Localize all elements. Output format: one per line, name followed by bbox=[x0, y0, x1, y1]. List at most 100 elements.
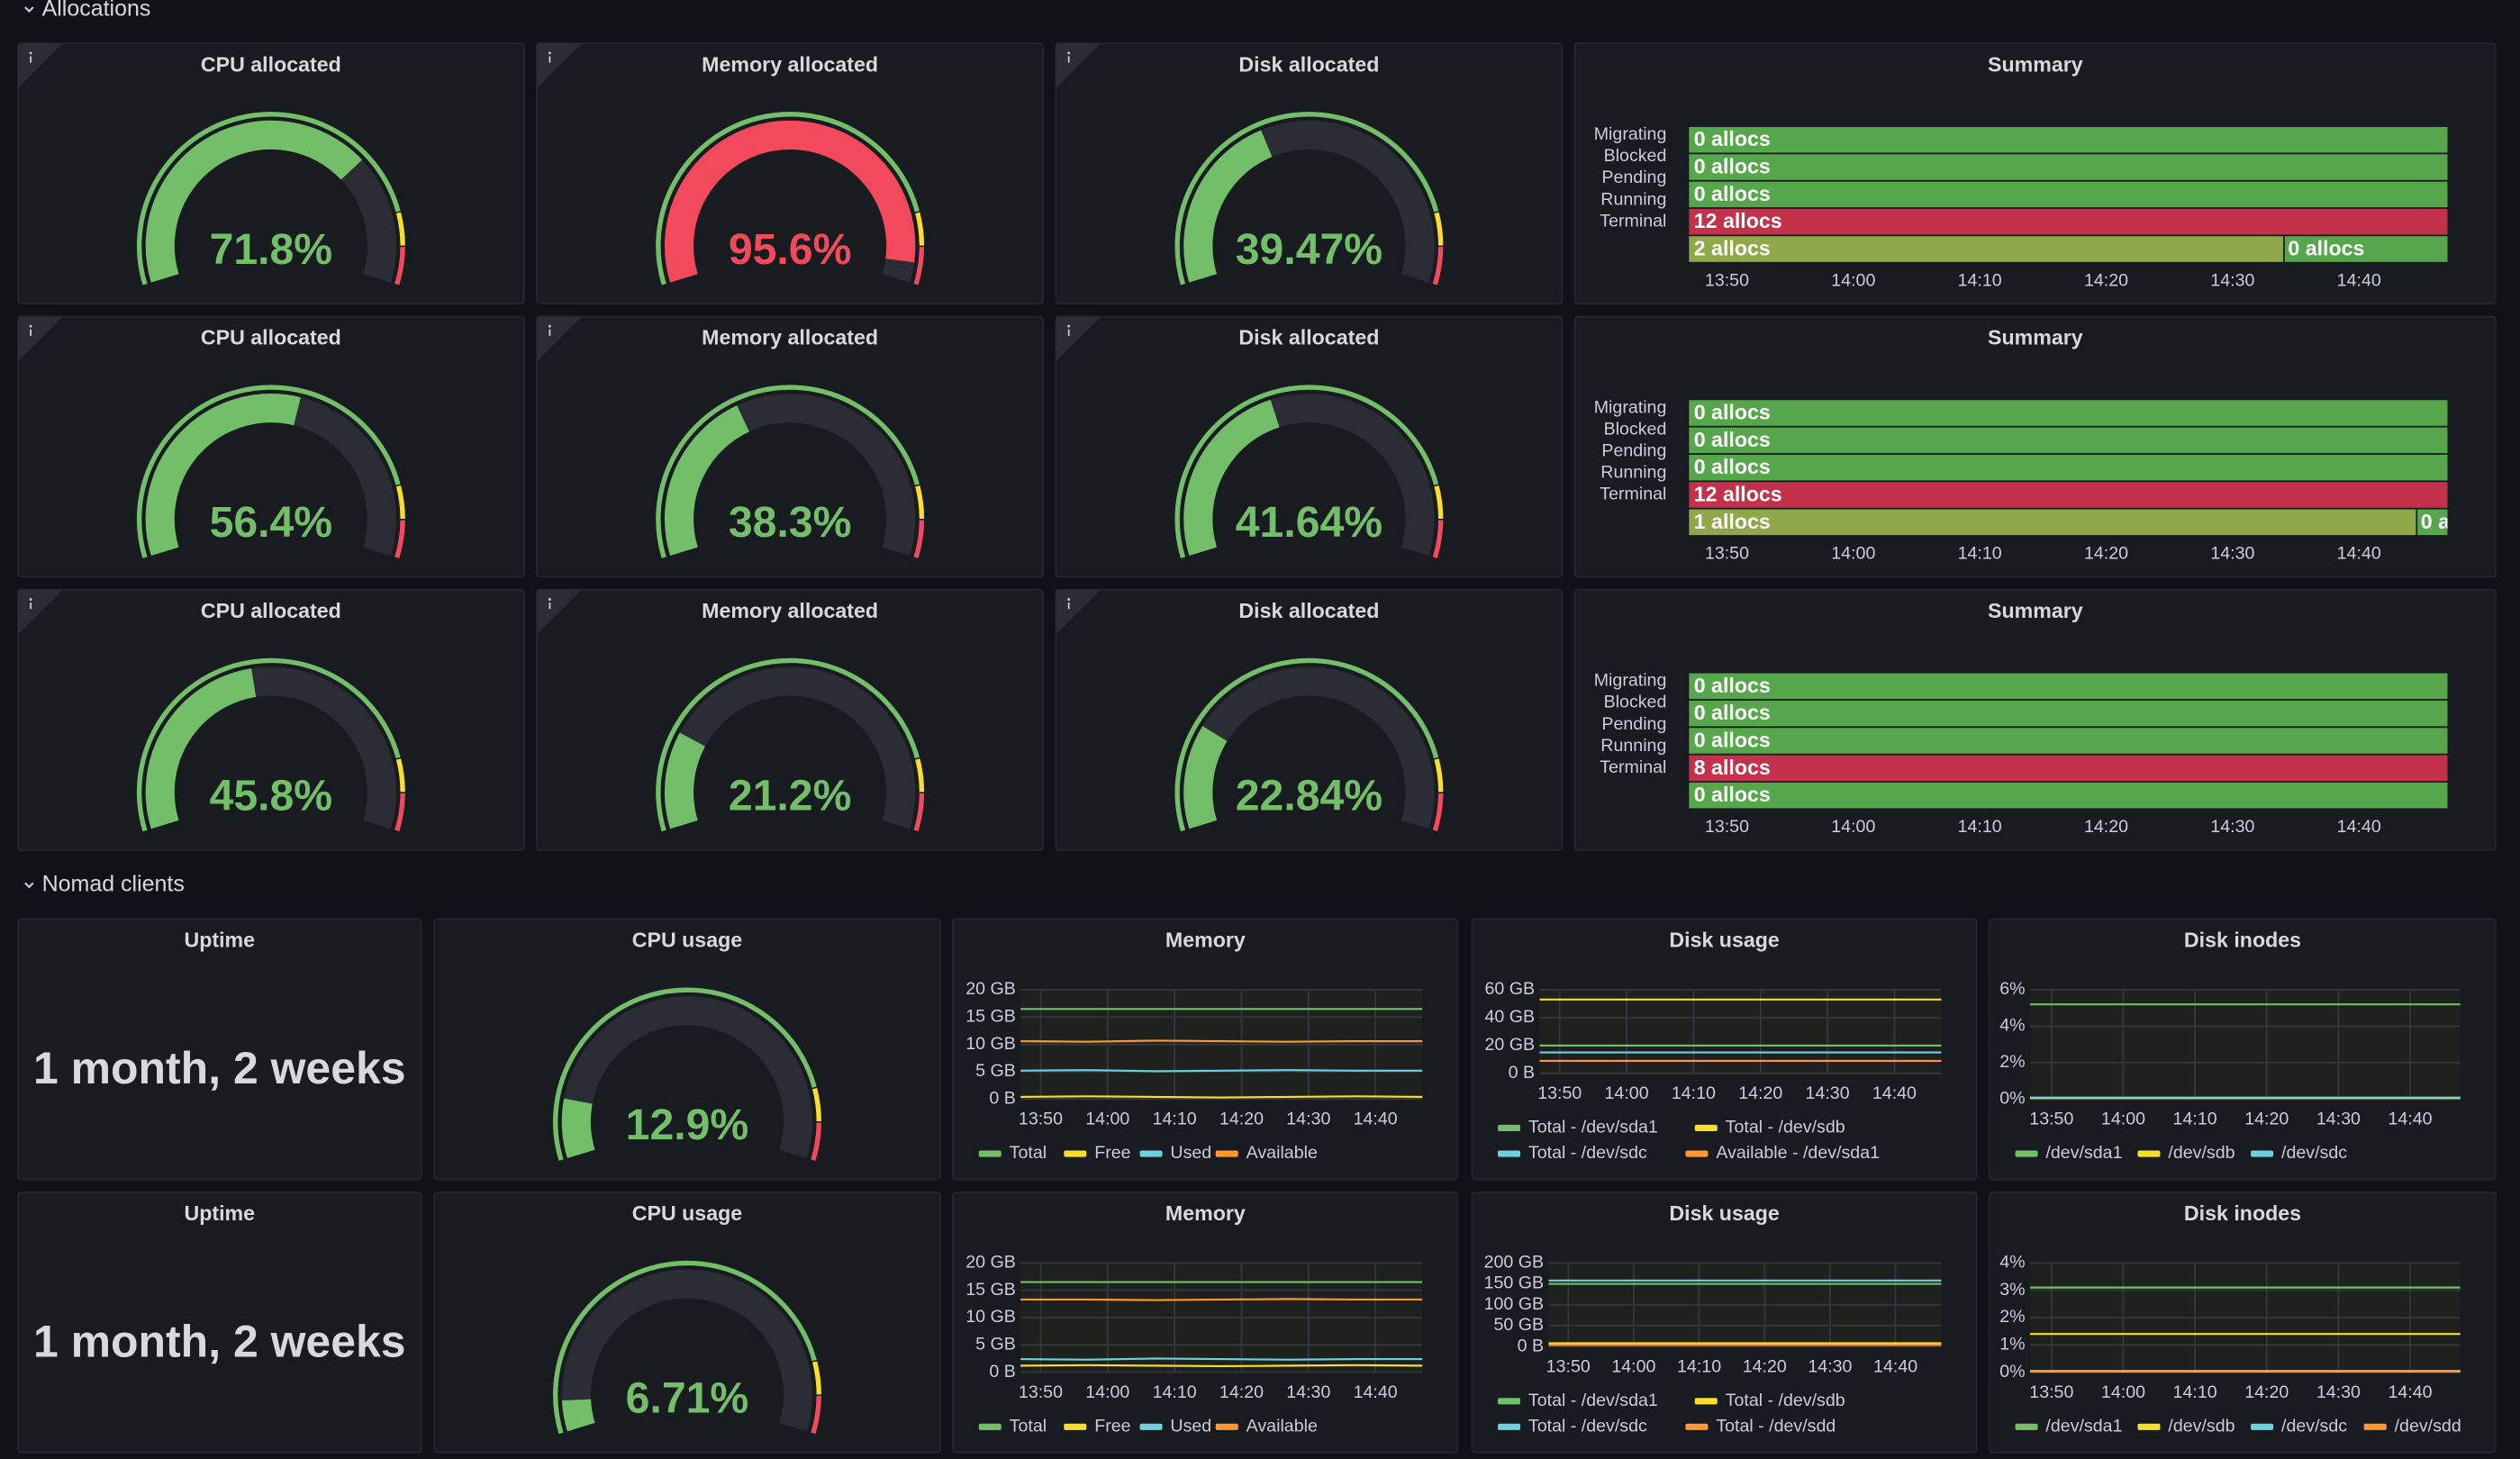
x-tick-label: 14:30 bbox=[1808, 1356, 1852, 1376]
legend-label: /dev/sdc bbox=[2281, 1143, 2347, 1163]
state-segment bbox=[2417, 509, 2448, 536]
x-tick-label: 13:50 bbox=[1546, 1356, 1591, 1376]
gauge-value-arc bbox=[145, 668, 257, 829]
info-icon-dot bbox=[1067, 324, 1071, 328]
legend-label: Available - /dev/sda1 bbox=[1716, 1143, 1880, 1163]
gauge-value: 45.8% bbox=[210, 771, 333, 820]
threshold-band bbox=[136, 385, 401, 558]
legend-swatch bbox=[978, 1150, 1002, 1157]
info-corner bbox=[17, 43, 63, 89]
info-icon-dot bbox=[548, 51, 551, 55]
y-tick-label: 100 GB bbox=[1484, 1294, 1544, 1314]
gauge-value-arc bbox=[664, 120, 916, 283]
legend-label: Used bbox=[1170, 1417, 1211, 1436]
legend-swatch bbox=[1064, 1150, 1087, 1157]
y-tick-label: 1% bbox=[1999, 1335, 2025, 1355]
y-tick-label: 10 GB bbox=[965, 1307, 1016, 1327]
state-label: Running bbox=[1600, 463, 1666, 483]
threshold-band bbox=[395, 485, 405, 520]
info-corner bbox=[537, 589, 583, 635]
state-segment-label: 2 allocs bbox=[1694, 237, 1771, 260]
panel-title: CPU allocated bbox=[201, 326, 341, 349]
state-segment-label: 0 allocs bbox=[2288, 237, 2364, 260]
panel-title: Memory bbox=[1165, 1201, 1246, 1225]
threshold-band bbox=[811, 1361, 821, 1395]
y-tick-label: 200 GB bbox=[1484, 1253, 1544, 1273]
legend-swatch bbox=[1215, 1150, 1238, 1157]
legend-swatch bbox=[2363, 1423, 2387, 1430]
x-tick-label: 14:00 bbox=[2101, 1110, 2145, 1129]
x-tick-label: 14:40 bbox=[2337, 544, 2381, 564]
gauge-track bbox=[561, 996, 813, 1158]
panel-title: Memory allocated bbox=[702, 326, 878, 349]
info-corner bbox=[1056, 43, 1101, 89]
state-segment-label: 0 allocs bbox=[1694, 428, 1771, 451]
gauge-value: 39.47% bbox=[1236, 225, 1382, 274]
panel-title: Summary bbox=[1988, 52, 2083, 76]
gauge-value: 21.2% bbox=[729, 771, 852, 820]
threshold-band bbox=[1434, 485, 1444, 520]
x-tick-label: 14:00 bbox=[1831, 270, 1875, 290]
state-segment-label: 0 allocs bbox=[1694, 729, 1771, 752]
threshold-band bbox=[1434, 758, 1444, 793]
y-tick-label: 0% bbox=[1999, 1362, 2025, 1382]
x-tick-label: 14:00 bbox=[1611, 1356, 1655, 1376]
x-tick-label: 14:40 bbox=[2337, 817, 2381, 837]
legend-label: /dev/sda1 bbox=[2045, 1417, 2122, 1436]
panel-title: Summary bbox=[1988, 326, 2083, 349]
x-tick-label: 14:10 bbox=[1153, 1110, 1197, 1129]
state-segment bbox=[2284, 236, 2448, 262]
threshold-band bbox=[1432, 520, 1444, 558]
panel-title: Disk usage bbox=[1669, 929, 1780, 952]
panel-title: Memory allocated bbox=[702, 599, 878, 622]
gauge-value-arc bbox=[664, 405, 750, 556]
section-chevron bbox=[24, 882, 34, 889]
panel bbox=[536, 42, 1045, 305]
threshold-band bbox=[394, 520, 405, 558]
stat-value: 1 month, 2 weeks bbox=[33, 1043, 406, 1093]
panel-title: CPU allocated bbox=[201, 599, 341, 622]
info-icon-dot bbox=[1067, 51, 1071, 55]
state-segment bbox=[1689, 400, 2448, 426]
threshold-band bbox=[1434, 212, 1444, 246]
x-tick-label: 14:10 bbox=[1958, 270, 2002, 290]
y-tick-label: 6% bbox=[1999, 979, 2025, 999]
y-tick-label: 0 B bbox=[1518, 1336, 1544, 1355]
gauge-value: 38.3% bbox=[729, 498, 852, 547]
x-tick-label: 14:20 bbox=[2084, 270, 2128, 290]
state-segment-label: 0 allocs bbox=[1694, 127, 1771, 150]
y-tick-label: 20 GB bbox=[965, 1253, 1016, 1273]
threshold-band bbox=[656, 385, 920, 558]
state-label: Blocked bbox=[1604, 146, 1667, 166]
state-segment-label: 0 allocs bbox=[1694, 701, 1771, 724]
state-label: Pending bbox=[1601, 714, 1666, 734]
legend-swatch bbox=[1694, 1398, 1718, 1405]
state-segment bbox=[1689, 181, 2448, 208]
state-segment-label: 0 allocs bbox=[1694, 674, 1771, 697]
x-tick-label: 14:30 bbox=[2316, 1382, 2361, 1402]
threshold-band bbox=[811, 1122, 821, 1161]
plot-area bbox=[1539, 990, 1942, 1074]
series-line bbox=[1020, 1039, 1423, 1043]
panel bbox=[433, 1191, 941, 1454]
y-tick-label: 0 B bbox=[989, 1089, 1015, 1109]
threshold-band bbox=[811, 1395, 821, 1435]
x-tick-label: 14:30 bbox=[2210, 817, 2254, 837]
legend-label: Total - /dev/sdc bbox=[1528, 1143, 1647, 1163]
state-segment-label: 0 allocs bbox=[2421, 510, 2497, 533]
x-tick-label: 14:30 bbox=[1286, 1110, 1330, 1129]
legend-label: Total bbox=[1010, 1143, 1047, 1163]
gauge-value-arc bbox=[561, 1399, 595, 1432]
legend-label: Available bbox=[1246, 1143, 1318, 1163]
state-segment-label: 12 allocs bbox=[1694, 483, 1782, 506]
y-tick-label: 15 GB bbox=[965, 1007, 1016, 1027]
state-label: Migrating bbox=[1594, 671, 1667, 691]
info-icon-dot bbox=[1067, 598, 1071, 601]
x-tick-label: 14:30 bbox=[2210, 544, 2254, 564]
state-label: Blocked bbox=[1604, 419, 1667, 439]
y-tick-label: 0 B bbox=[989, 1362, 1015, 1382]
y-tick-label: 5 GB bbox=[975, 1061, 1016, 1081]
y-tick-label: 0% bbox=[1999, 1089, 2025, 1109]
panel-title: Uptime bbox=[184, 1201, 255, 1225]
